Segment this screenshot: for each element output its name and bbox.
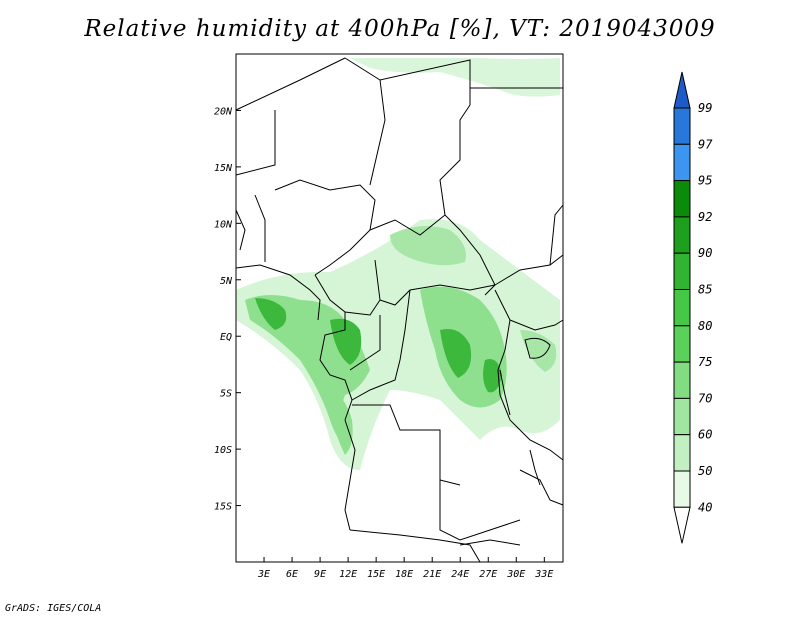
lat-tick-label: 20N bbox=[214, 106, 233, 117]
colorbar-bottom-triangle bbox=[673, 506, 691, 544]
border-lake-victoria bbox=[524, 337, 551, 359]
colorbar-level-label: 92 bbox=[698, 210, 712, 224]
border-drc-east bbox=[351, 289, 411, 401]
colorbar-box bbox=[673, 216, 691, 254]
border-north-2 bbox=[379, 59, 471, 216]
border-congo bbox=[319, 312, 353, 421]
border-north-1 bbox=[344, 57, 386, 186]
lon-tick-label: 9E bbox=[314, 569, 326, 580]
border-ethiopia bbox=[549, 204, 564, 266]
border-south-sudan bbox=[494, 254, 564, 286]
humidity-region-east-dark bbox=[440, 329, 472, 378]
border-angola-south bbox=[344, 419, 356, 531]
colorbar-top-triangle bbox=[673, 71, 691, 109]
humidity-region-lakes bbox=[520, 330, 557, 372]
colorbar-level-label: 70 bbox=[698, 391, 712, 405]
lon-tick-label: 33E bbox=[534, 569, 553, 580]
country-borders bbox=[235, 57, 564, 563]
credit-text: GrADS: IGES/COLA bbox=[5, 603, 102, 614]
colorbar-box bbox=[673, 289, 691, 327]
colorbar-level-label: 80 bbox=[698, 319, 712, 333]
lon-tick-label: 18E bbox=[395, 569, 413, 580]
border-benin-togo bbox=[254, 194, 266, 262]
lon-tick-label: 12E bbox=[339, 569, 357, 580]
lat-tick-label: EQ bbox=[220, 332, 232, 343]
colorbar-box bbox=[673, 143, 691, 182]
humidity-region-congo-dark bbox=[330, 318, 362, 365]
colorbar-level-label: 85 bbox=[698, 283, 712, 297]
colorbar-level-label: 40 bbox=[698, 500, 712, 514]
map-panel: 20N 15N 10N 5N EQ 5S 10S 15S 3E 6E 9E 12E 15E 18E 21E… bbox=[214, 53, 564, 580]
map-title: Relative humidity at 400hPa [%], VT: 201… bbox=[84, 16, 716, 42]
colorbar-box bbox=[673, 107, 691, 145]
colorbar-box bbox=[673, 325, 691, 363]
longitude-axis: 3E 6E 9E 12E 15E 18E 21E 24E 27E 30E 33E bbox=[257, 557, 553, 580]
border-tanzania bbox=[519, 429, 564, 461]
colorbar-level-label: 97 bbox=[698, 137, 713, 151]
lon-tick-label: 24E bbox=[451, 569, 469, 580]
border-east-africa bbox=[509, 319, 564, 331]
lat-tick-label: 15N bbox=[214, 163, 233, 174]
border-namibia bbox=[349, 529, 481, 563]
lat-tick-label: 5N bbox=[220, 276, 233, 287]
humidity-region-coast-strip bbox=[330, 390, 353, 455]
lat-tick-label: 5S bbox=[220, 389, 232, 400]
border-chad-car bbox=[369, 214, 496, 296]
lon-tick-label: 15E bbox=[367, 569, 385, 580]
colorbar: 99 97 95 92 90 85 80 75 70 60 50 40 bbox=[673, 71, 713, 544]
border-drc-west bbox=[349, 315, 381, 371]
lon-tick-label: 6E bbox=[286, 569, 298, 580]
colorbar-box bbox=[673, 397, 691, 436]
lat-tick-label: 15S bbox=[214, 502, 232, 513]
colorbar-level-label: 99 bbox=[698, 101, 712, 115]
lat-tick-label: 10S bbox=[214, 445, 232, 456]
border-south bbox=[459, 539, 521, 546]
colorbar-level-label: 90 bbox=[698, 246, 712, 260]
latitude-axis: 20N 15N 10N 5N EQ 5S 10S 15S bbox=[214, 106, 241, 513]
colorbar-box bbox=[673, 434, 691, 472]
lat-tick-label: 10N bbox=[214, 219, 233, 230]
map-frame bbox=[235, 53, 564, 563]
colorbar-box bbox=[673, 180, 691, 218]
humidity-region-west-dark bbox=[255, 298, 287, 330]
border-gulf-coast bbox=[235, 264, 321, 321]
humidity-region-east-dark-2 bbox=[483, 359, 502, 393]
humidity-region-top bbox=[350, 58, 560, 97]
colorbar-box bbox=[673, 252, 691, 290]
border-angola bbox=[352, 404, 461, 486]
border-lake-tanganyika bbox=[499, 369, 511, 416]
border-zambia bbox=[439, 480, 521, 541]
lon-tick-label: 21E bbox=[423, 569, 441, 580]
lon-tick-label: 27E bbox=[479, 569, 497, 580]
border-west-coast-detail bbox=[235, 209, 246, 251]
lon-tick-label: 30E bbox=[506, 569, 525, 580]
colorbar-box bbox=[673, 470, 691, 508]
colorbar-level-label: 50 bbox=[698, 464, 712, 478]
colorbar-box bbox=[673, 361, 691, 399]
border-northwest bbox=[235, 57, 346, 111]
colorbar-level-label: 95 bbox=[698, 174, 712, 188]
border-nigeria bbox=[274, 179, 376, 276]
border-mozambique bbox=[519, 469, 564, 506]
border-west-sahel bbox=[235, 110, 276, 176]
humidity-shading bbox=[236, 58, 560, 470]
colorbar-level-label: 60 bbox=[698, 428, 712, 442]
colorbar-level-label: 75 bbox=[698, 355, 712, 369]
lon-tick-label: 3E bbox=[257, 569, 270, 580]
border-lake-malawi bbox=[529, 449, 541, 486]
humidity-region-north-mid bbox=[390, 226, 466, 266]
